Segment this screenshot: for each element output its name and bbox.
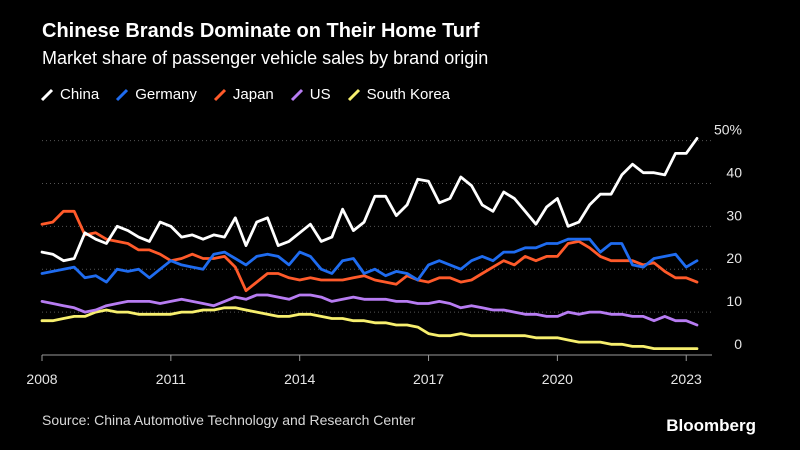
legend-item-south-korea: South Korea (347, 86, 450, 103)
y-tick-label: 30 (726, 207, 742, 223)
legend-item-us: US (290, 86, 331, 103)
source-note: Source: China Automotive Technology and … (42, 412, 416, 428)
series-line-china (40, 136, 699, 263)
legend-swatch-us (290, 88, 303, 101)
y-tick-label: 0 (734, 336, 742, 352)
chart-title: Chinese Brands Dominate on Their Home Tu… (42, 20, 480, 42)
x-tick-label: 2023 (671, 371, 702, 387)
legend-item-japan: Japan (213, 86, 274, 103)
legend-swatch-south-korea (347, 88, 360, 101)
x-tick-label: 2014 (284, 371, 315, 387)
x-tick-label: 2017 (413, 371, 444, 387)
legend-swatch-japan (213, 88, 226, 101)
bloomberg-logo: Bloomberg (666, 416, 756, 435)
y-tick-label: 10 (726, 293, 742, 309)
series-line-germany (40, 237, 699, 284)
legend-item-germany: Germany (115, 86, 197, 103)
x-tick-label: 2008 (26, 371, 57, 387)
legend-label-germany: Germany (135, 86, 197, 103)
y-tick-label: 20 (726, 250, 742, 266)
series-line-south-korea (40, 306, 699, 351)
legend-item-china: China (40, 86, 99, 103)
series-line-us (40, 293, 699, 327)
legend-label-south-korea: South Korea (366, 86, 451, 103)
legend-swatch-germany (116, 88, 129, 101)
legend: China Germany Japan US South Korea (40, 86, 450, 103)
legend-label-us: US (309, 86, 331, 103)
y-tick-label: 40 (726, 164, 742, 180)
legend-label-china: China (60, 86, 100, 103)
legend-label-japan: Japan (232, 86, 274, 103)
x-tick-label: 2011 (156, 371, 186, 387)
y-tick-label: 50% (714, 122, 742, 138)
x-tick-label: 2020 (542, 371, 573, 387)
legend-swatch-china (40, 88, 54, 101)
chart-subtitle: Market share of passenger vehicle sales … (42, 48, 489, 68)
series-line-japan (40, 209, 699, 293)
